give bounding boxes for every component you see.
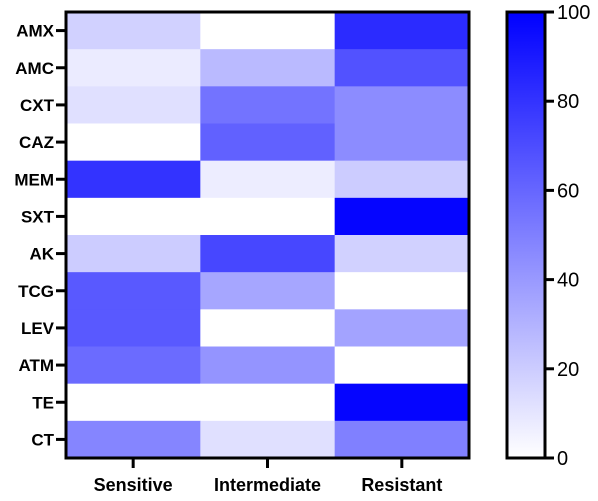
x-tick-label: Resistant bbox=[361, 475, 442, 495]
heatmap-cells bbox=[66, 12, 470, 459]
heatmap-cell bbox=[66, 123, 201, 162]
heatmap-cell bbox=[334, 86, 470, 124]
heatmap-cell bbox=[334, 12, 470, 50]
y-tick-label: CXT bbox=[20, 96, 55, 115]
heatmap-cell bbox=[200, 197, 336, 236]
y-tick-label: LEV bbox=[21, 319, 55, 338]
heatmap-cell bbox=[200, 272, 336, 310]
heatmap-cell bbox=[66, 160, 201, 199]
x-tick-label: Intermediate bbox=[214, 475, 321, 495]
heatmap-cell bbox=[200, 160, 336, 199]
heatmap-cell bbox=[66, 309, 201, 347]
heatmap-cell bbox=[66, 86, 201, 124]
heatmap-cell bbox=[200, 235, 336, 273]
colorbar-tick-label: 80 bbox=[557, 91, 579, 113]
colorbar-tick-label: 0 bbox=[557, 448, 568, 470]
heatmap-cell bbox=[200, 123, 336, 162]
heatmap-cell bbox=[66, 235, 201, 273]
heatmap-cell bbox=[334, 272, 470, 310]
row-labels: AMX AMC CXT CAZ MEM SXT AK TCG LEV ATM TE CT bbox=[14, 22, 66, 449]
heatmap-cell bbox=[66, 272, 201, 310]
colorbar-tick-label: 100 bbox=[557, 2, 590, 24]
heatmap-cell bbox=[334, 197, 470, 236]
heatmap-cell bbox=[200, 86, 336, 124]
heatmap-cell bbox=[66, 383, 201, 422]
heatmap-cell bbox=[200, 383, 336, 422]
y-tick-label: AMC bbox=[15, 59, 54, 78]
heatmap-cell bbox=[66, 197, 201, 236]
heatmap-cell bbox=[200, 420, 336, 459]
heatmap-cell bbox=[66, 420, 201, 459]
y-tick-label: TCG bbox=[18, 282, 54, 301]
colorbar-tick-label: 40 bbox=[557, 270, 579, 292]
colorbar bbox=[505, 10, 547, 460]
colorbar-tick-label: 60 bbox=[557, 180, 579, 202]
heatmap-cell bbox=[334, 309, 470, 347]
heatmap-cell bbox=[200, 49, 336, 87]
heatmap-cell bbox=[200, 12, 336, 50]
y-tick-label: AK bbox=[29, 245, 54, 264]
heatmap-cell bbox=[334, 49, 470, 87]
column-labels: Sensitive Intermediate Resistant bbox=[94, 458, 442, 495]
y-tick-label: MEM bbox=[14, 170, 54, 189]
y-tick-label: CAZ bbox=[19, 133, 54, 152]
heatmap-cell bbox=[334, 160, 470, 199]
heatmap-cell bbox=[66, 12, 201, 50]
heatmap-cell bbox=[66, 49, 201, 87]
y-tick-label: ATM bbox=[18, 356, 54, 375]
heatmap-cell bbox=[200, 309, 336, 347]
y-tick-label: TE bbox=[32, 393, 54, 412]
heatmap-cell bbox=[334, 346, 470, 385]
heatmap-cell bbox=[66, 346, 201, 385]
heatmap-cell bbox=[334, 123, 470, 162]
y-tick-label: CT bbox=[31, 430, 54, 449]
y-tick-label: SXT bbox=[21, 207, 55, 226]
y-tick-label: AMX bbox=[16, 22, 54, 41]
colorbar-ticks: 0 20 40 60 80 100 bbox=[545, 2, 590, 470]
heatmap-cell bbox=[334, 235, 470, 273]
heatmap-cell bbox=[334, 420, 470, 459]
heatmap-cell bbox=[334, 383, 470, 422]
colorbar-tick-label: 20 bbox=[557, 359, 579, 381]
x-tick-label: Sensitive bbox=[94, 475, 173, 495]
heatmap-cell bbox=[200, 346, 336, 385]
